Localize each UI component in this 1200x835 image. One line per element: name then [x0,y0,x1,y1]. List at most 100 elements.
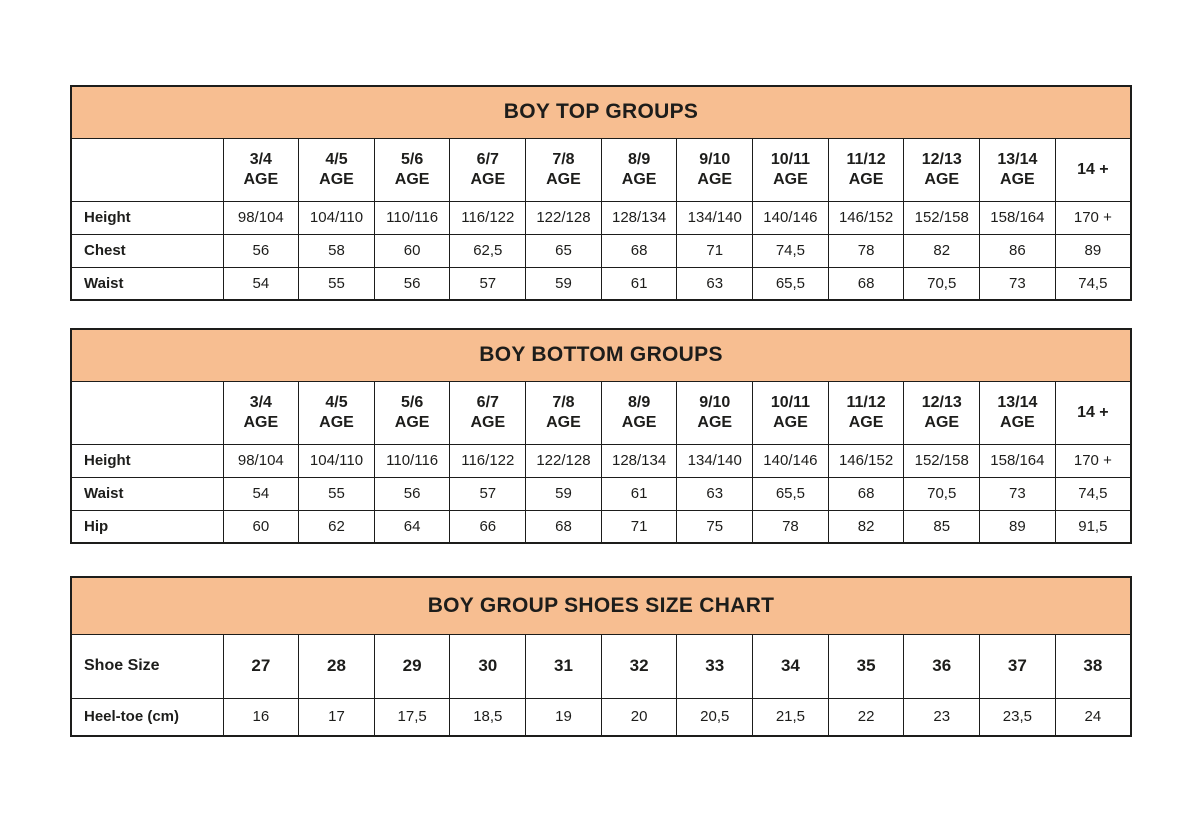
table-row: Chest 56 58 60 62,5 65 68 71 74,5 78 82 86 89 [70,233,1132,268]
column-header-cell: 14 + [1054,380,1132,445]
column-header-cell: 31 [525,633,602,699]
column-header-line1: 5/6 [401,393,424,411]
value-cell: 170 + [1054,443,1132,478]
value-cell: 78 [827,233,905,268]
column-header-cell: 12/13 AGE [903,137,981,202]
column-header-line1: 35 [856,656,876,676]
value-cell: 65,5 [752,476,829,511]
table-title: BOY GROUP SHOES SIZE CHART [70,576,1132,635]
column-header-line1: 3/4 [249,393,272,411]
value-cell: 20 [600,697,678,737]
value-cell: 152/158 [903,443,981,478]
column-header-cell: 4/5 AGE [298,137,375,202]
column-header-line1: 4/5 [325,393,348,411]
header-label-cell [70,380,224,445]
value-cell: 71 [600,509,678,544]
column-header-line1: 28 [327,656,346,676]
column-header-cell: 6/7 AGE [449,380,527,445]
column-header-line2: AGE [243,413,279,431]
value-cell: 55 [298,476,375,511]
value-cell: 57 [449,266,527,301]
column-header-cell: 13/14 AGE [979,380,1056,445]
table-row: Hip 60 62 64 66 68 71 75 78 82 85 89 91,5 [70,509,1132,544]
table-row: Height 98/104 104/110 110/116 116/122 122/128… [70,443,1132,478]
table-row: Height 98/104 104/110 110/116 116/122 122/128… [70,200,1132,235]
value-cell: 55 [298,266,375,301]
value-cell: 128/134 [600,200,678,235]
value-cell: 59 [525,476,602,511]
value-cell: 22 [827,697,905,737]
value-cell: 68 [525,509,602,544]
column-header-line1: 6/7 [476,393,499,411]
value-cell: 20,5 [676,697,754,737]
age-header-row: 3/4 AGE 4/5 AGE 5/6 AGE 6/7 AGE 7/8 AGE 8/9 AGE 9/10… [70,380,1132,445]
column-header-line2: AGE [470,170,506,188]
column-header-cell: 6/7 AGE [449,137,527,202]
value-cell: 19 [525,697,602,737]
column-header-line1: 13/14 [997,393,1038,411]
value-cell: 57 [449,476,527,511]
column-header-cell: 12/13 AGE [903,380,981,445]
value-cell: 66 [449,509,527,544]
value-cell: 68 [600,233,678,268]
value-cell: 73 [979,266,1056,301]
value-cell: 134/140 [676,200,754,235]
column-header-cell: 38 [1054,633,1132,699]
value-cell: 110/116 [373,200,451,235]
row-label-cell: Chest [70,233,224,268]
value-cell: 16 [222,697,300,737]
column-header-cell: 8/9 AGE [600,137,678,202]
column-header-cell: 36 [903,633,981,699]
column-header-line2: AGE [394,413,430,431]
column-header-line2: AGE [470,413,506,431]
value-cell: 60 [222,509,300,544]
value-cell: 122/128 [525,443,602,478]
column-header-line1: 14 + [1077,403,1109,421]
column-header-line1: 9/10 [699,393,731,411]
table-title: BOY BOTTOM GROUPS [70,328,1132,382]
column-header-line1: 8/9 [627,393,651,411]
value-cell: 170 + [1054,200,1132,235]
column-header-cell: 11/12 AGE [827,380,905,445]
value-cell: 21,5 [752,697,829,737]
value-cell: 68 [827,476,905,511]
column-header-line1: 36 [932,656,952,676]
column-header-cell: 8/9 AGE [600,380,678,445]
column-header-line1: 13/14 [997,150,1038,168]
column-header-line2: AGE [1000,170,1035,188]
value-cell: 78 [752,509,829,544]
column-header-line1: 10/11 [770,150,810,168]
value-cell: 74,5 [1054,266,1132,301]
column-header-cell: 37 [979,633,1056,699]
column-header-cell: 13/14 AGE [979,137,1056,202]
table-row: Waist 54 55 56 57 59 61 63 65,5 68 70,5 73 74,5 [70,266,1132,301]
column-header-line2: AGE [319,413,354,431]
value-cell: 56 [373,476,451,511]
column-header-cell: 4/5 AGE [298,380,375,445]
value-cell: 152/158 [903,200,981,235]
column-header-line2: AGE [319,170,354,188]
column-header-line1: 14 + [1077,160,1109,178]
column-header-cell: 10/11 AGE [752,380,829,445]
column-header-cell: 11/12 AGE [827,137,905,202]
value-cell: 54 [222,266,300,301]
column-header-line1: 3/4 [249,150,272,168]
value-cell: 23 [903,697,981,737]
header-label-cell [70,137,224,202]
column-header-cell: 5/6 AGE [373,137,451,202]
table-title: BOY TOP GROUPS [70,85,1132,139]
value-cell: 74,5 [752,233,829,268]
value-cell: 68 [827,266,905,301]
value-cell: 116/122 [449,443,527,478]
header-label-cell: Shoe Size [70,633,224,699]
table-title-row: BOY BOTTOM GROUPS [70,328,1132,382]
row-label-cell: Height [70,200,224,235]
column-header-cell: 29 [373,633,451,699]
value-cell: 158/164 [979,200,1056,235]
value-cell: 70,5 [903,266,981,301]
column-header-line1: 34 [780,656,800,676]
table-title-row: BOY GROUP SHOES SIZE CHART [70,576,1132,635]
column-header-cell: 9/10 AGE [676,380,754,445]
column-header-line2: AGE [924,413,960,431]
value-cell: 116/122 [449,200,527,235]
